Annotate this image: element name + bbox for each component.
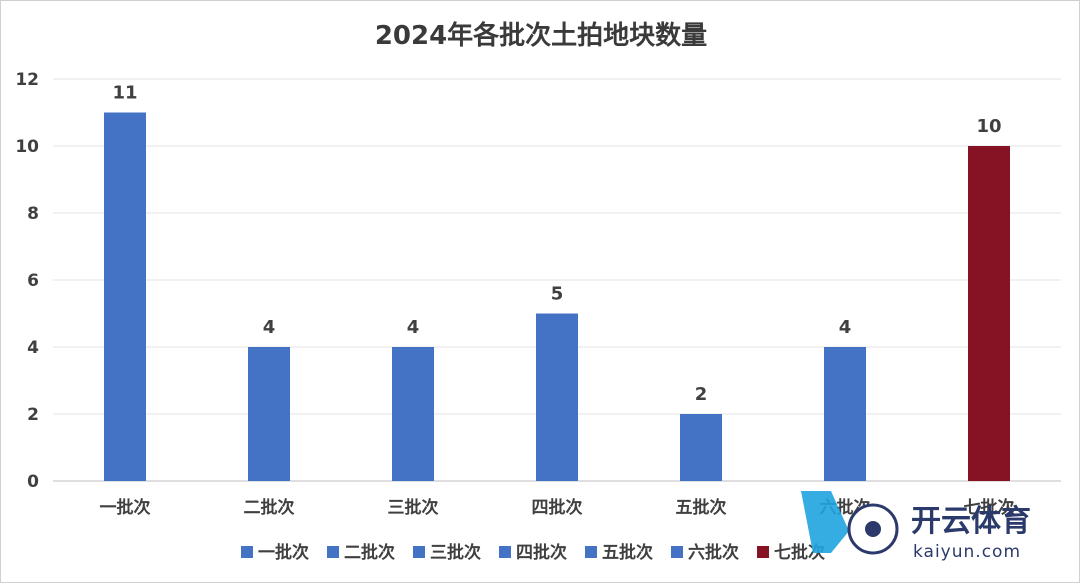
data-label: 4 [839, 317, 852, 338]
legend-entry: 六批次 [688, 542, 739, 563]
legend-entry: 三批次 [430, 542, 481, 563]
y-tick-label: 12 [15, 70, 39, 90]
x-tick-label: 一批次 [100, 497, 151, 518]
bar [248, 347, 290, 481]
x-tick-label: 七批次 [964, 497, 1015, 518]
chart-title: 2024年各批次土拍地块数量 [375, 20, 707, 51]
data-labels: 11 4 4 5 2 4 10 [112, 83, 1001, 406]
legend-swatch [327, 546, 339, 558]
legend-swatch [671, 546, 683, 558]
y-tick-label: 10 [15, 137, 39, 157]
watermark-brand: 开云体育 [911, 504, 1031, 539]
x-tick-label: 四批次 [532, 497, 583, 518]
watermark-logo: 开云体育 kaiyun.com [801, 491, 1031, 562]
y-tick-label: 4 [27, 338, 39, 358]
data-label: 11 [112, 83, 137, 104]
y-tick-label: 2 [27, 405, 39, 425]
watermark-k-shape [801, 491, 849, 553]
bars [104, 112, 1010, 481]
y-tick-label: 6 [27, 271, 39, 291]
y-tick-label: 0 [27, 472, 39, 492]
football-icon-center [865, 521, 881, 537]
legend-swatch [413, 546, 425, 558]
legend-entry: 四批次 [516, 542, 567, 563]
legend-entry: 五批次 [602, 542, 653, 563]
legend-swatch [241, 546, 253, 558]
legend-entry: 二批次 [344, 542, 395, 563]
data-label: 4 [263, 317, 276, 338]
legend-swatch [499, 546, 511, 558]
bar [536, 313, 578, 481]
x-tick-label: 三批次 [388, 497, 439, 518]
legend-swatch [585, 546, 597, 558]
legend-entry: 一批次 [258, 542, 309, 563]
data-label: 4 [407, 317, 420, 338]
bar [680, 414, 722, 481]
watermark-url: kaiyun.com [913, 542, 1021, 562]
y-axis-ticks: 0 2 4 6 8 10 12 [15, 70, 39, 492]
data-label: 5 [551, 284, 564, 305]
legend-swatch [757, 546, 769, 558]
bar [104, 112, 146, 481]
x-tick-label: 五批次 [676, 497, 727, 518]
x-tick-label: 二批次 [244, 497, 295, 518]
data-label: 10 [976, 116, 1001, 137]
legend: 一批次 二批次 三批次 四批次 五批次 六批次 七批次 [241, 542, 825, 563]
y-tick-label: 8 [27, 204, 39, 224]
bar [824, 347, 866, 481]
data-label: 2 [695, 384, 708, 405]
bar [392, 347, 434, 481]
bar [968, 146, 1010, 481]
